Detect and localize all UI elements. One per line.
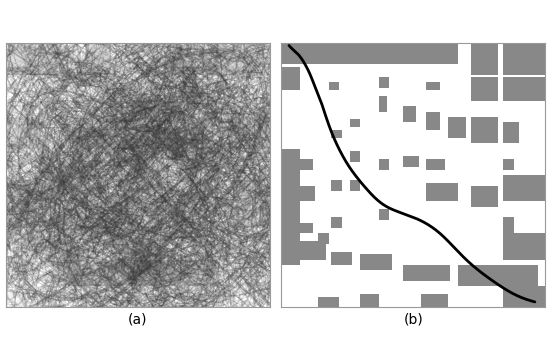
Bar [58, 260, 217, 286]
Bar [503, 175, 545, 202]
Bar [300, 43, 458, 64]
Bar [72, 127, 204, 148]
Bar [281, 43, 300, 64]
Bar [503, 233, 545, 260]
Bar [164, 43, 270, 75]
Bar [350, 180, 360, 191]
Bar [331, 180, 342, 191]
X-axis label: (b): (b) [403, 313, 423, 327]
Bar [426, 83, 440, 90]
Bar [503, 286, 545, 307]
Bar [331, 217, 342, 228]
Bar [503, 77, 545, 101]
Bar [472, 186, 498, 207]
Bar [300, 186, 315, 202]
Bar [403, 265, 450, 281]
Bar [350, 151, 360, 162]
Bar [331, 130, 342, 138]
Bar [472, 77, 498, 101]
Bar [360, 254, 392, 270]
Bar [281, 66, 300, 90]
Bar [230, 180, 270, 228]
X-axis label: (a): (a) [128, 313, 148, 327]
Bar [6, 117, 37, 148]
Bar [6, 43, 58, 75]
Bar [328, 83, 339, 90]
Bar [106, 101, 172, 122]
Bar [403, 156, 419, 167]
Bar [472, 117, 498, 143]
Bar [281, 148, 300, 175]
Bar [6, 180, 37, 228]
Bar [331, 252, 353, 265]
Bar [281, 212, 300, 265]
Bar [426, 159, 445, 170]
Bar [281, 175, 300, 212]
Bar [318, 233, 328, 244]
Bar [421, 294, 447, 307]
Bar [300, 159, 313, 170]
Bar [503, 159, 514, 170]
Bar [379, 77, 390, 88]
Bar [360, 294, 379, 307]
Bar [379, 159, 390, 170]
Bar [230, 117, 270, 148]
Bar [503, 217, 514, 233]
Bar [379, 209, 390, 220]
Bar [85, 43, 111, 75]
Bar [318, 296, 339, 307]
Bar [426, 112, 440, 130]
Bar [447, 117, 466, 138]
Bar [300, 223, 313, 233]
Bar [350, 119, 360, 127]
Bar [503, 43, 545, 75]
Bar [472, 43, 498, 75]
Bar [426, 183, 458, 202]
Bar [503, 122, 519, 143]
Bar [379, 96, 387, 112]
Bar [458, 265, 538, 286]
Bar [300, 241, 326, 260]
Bar [403, 106, 416, 122]
